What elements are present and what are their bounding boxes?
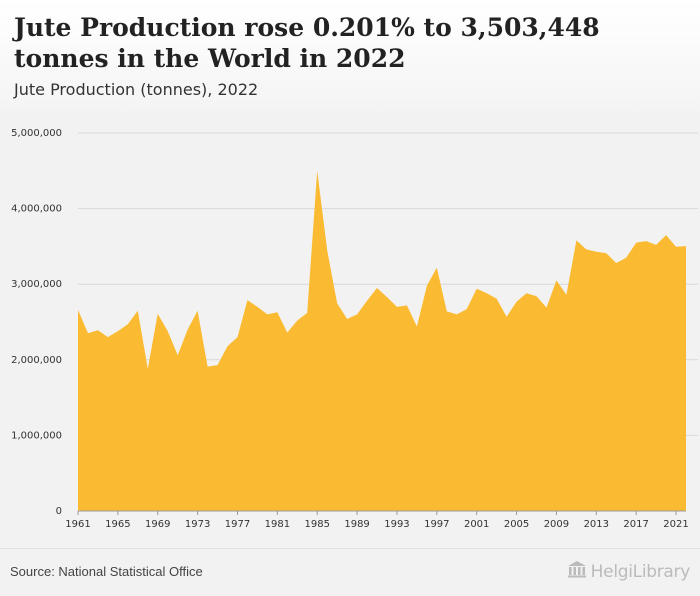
data-point [286, 331, 289, 334]
data-point [106, 336, 109, 339]
data-point [675, 245, 678, 248]
data-point [615, 262, 618, 265]
x-tick-label: 1973 [185, 519, 210, 530]
x-tick-label: 1989 [344, 519, 369, 530]
x-tick-label: 2017 [623, 519, 648, 530]
data-point [485, 292, 488, 295]
series-area-path [78, 170, 686, 512]
data-point [515, 300, 518, 303]
data-point [645, 240, 648, 243]
data-point [116, 330, 119, 333]
data-point [216, 364, 219, 367]
x-tick-label: 1969 [145, 519, 170, 530]
data-point [196, 309, 199, 312]
source-note: Source: National Statistical Office [10, 564, 203, 579]
data-point [236, 336, 239, 339]
data-point [336, 302, 339, 305]
chart-area: 0 1,000,000 2,000,000 3,000,000 4,000,000 5,0… [0, 113, 700, 550]
y-tick-label: 0 [56, 506, 62, 517]
x-tick-label: 1977 [225, 519, 250, 530]
data-point [405, 304, 408, 307]
series-area [77, 169, 688, 512]
x-tick-label: 1997 [424, 519, 449, 530]
data-point [186, 328, 189, 331]
data-point [396, 305, 399, 308]
y-tick-label: 3,000,000 [11, 279, 62, 290]
data-point [146, 367, 149, 370]
data-point [455, 313, 458, 316]
data-point [415, 325, 418, 328]
data-point [306, 311, 309, 314]
data-point [156, 312, 159, 315]
data-point [565, 293, 568, 296]
footer-divider [0, 548, 700, 549]
data-point [226, 345, 229, 348]
data-point [296, 319, 299, 322]
data-point [585, 248, 588, 251]
data-point [376, 287, 379, 290]
data-point [625, 256, 628, 259]
data-point [346, 318, 349, 321]
data-point [475, 287, 478, 290]
y-tick-label: 1,000,000 [11, 430, 62, 441]
data-point [136, 309, 139, 312]
data-point [166, 330, 169, 333]
x-tick-label: 2001 [464, 519, 489, 530]
data-point [545, 306, 548, 309]
x-tick-label: 1965 [105, 519, 130, 530]
data-point [535, 295, 538, 298]
data-point [595, 250, 598, 253]
data-point [176, 354, 179, 357]
data-point [465, 308, 468, 311]
x-tick-label: 2013 [584, 519, 609, 530]
y-tick-label: 2,000,000 [11, 355, 62, 366]
data-point [635, 241, 638, 244]
data-point [665, 234, 668, 237]
data-point [96, 329, 99, 332]
data-point [316, 169, 319, 172]
chart-subtitle: Jute Production (tonnes), 2022 [14, 80, 259, 99]
library-building-icon [567, 560, 587, 583]
x-tick-label: 1985 [304, 519, 329, 530]
x-tick-label: 2021 [663, 519, 688, 530]
data-point [366, 299, 369, 302]
data-point [605, 252, 608, 255]
header: Jute Production rose 0.201% to 3,503,448… [0, 0, 700, 113]
data-point [206, 365, 209, 368]
data-point [356, 313, 359, 316]
x-tick-label: 1961 [65, 519, 90, 530]
data-point [435, 266, 438, 269]
data-point [386, 296, 389, 299]
data-point [555, 279, 558, 282]
data-point [266, 313, 269, 316]
x-tick-label: 1981 [265, 519, 290, 530]
data-point [256, 305, 259, 308]
data-point [445, 310, 448, 313]
data-point [575, 239, 578, 242]
data-point [505, 315, 508, 318]
y-tick-label: 4,000,000 [11, 204, 62, 215]
x-tick-label: 2009 [544, 519, 569, 530]
y-axis-labels: 0 1,000,000 2,000,000 3,000,000 4,000,000 5,0… [11, 128, 62, 517]
data-point [525, 292, 528, 295]
data-point [87, 332, 90, 335]
data-point [276, 311, 279, 314]
data-point [77, 308, 80, 311]
chart-title: Jute Production rose 0.201% to 3,503,448… [14, 13, 600, 73]
x-axis: 1961 1965 1969 1973 1977 1981 1985 1989 1993 1997… [65, 510, 689, 530]
x-tick-label: 1993 [384, 519, 409, 530]
brand-logo[interactable]: HelgiLibrary [567, 560, 690, 583]
brand-name: HelgiLibrary [590, 561, 691, 582]
data-point [655, 243, 658, 246]
data-point [495, 297, 498, 300]
data-point [326, 249, 329, 252]
data-point [126, 323, 129, 326]
data-point [425, 284, 428, 287]
area-chart: 0 1,000,000 2,000,000 3,000,000 4,000,000 5,0… [11, 128, 698, 530]
data-point [246, 299, 249, 302]
x-tick-label: 2005 [504, 519, 529, 530]
data-point [685, 245, 688, 248]
y-tick-label: 5,000,000 [11, 128, 62, 139]
